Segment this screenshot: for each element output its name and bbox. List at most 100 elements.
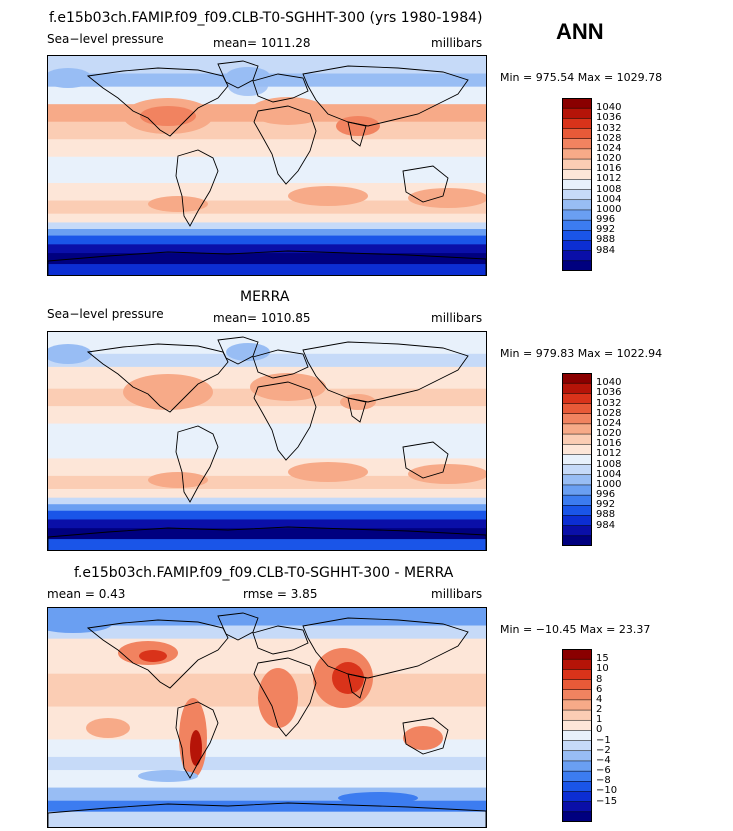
panel1-mean: mean= 1011.28 bbox=[213, 36, 311, 50]
panel2-map bbox=[47, 331, 487, 551]
colorbar-2-label: 1000 bbox=[596, 478, 622, 490]
colorbar-2-box-9 bbox=[561, 464, 593, 476]
panel2-variable: Sea−level pressure bbox=[47, 307, 164, 321]
colorbar-2-box-0 bbox=[561, 372, 593, 384]
colorbar-3-label: −4 bbox=[596, 754, 611, 766]
coastline bbox=[402, 717, 449, 755]
colorbar-3-label: 0 bbox=[596, 724, 603, 736]
panel3-map bbox=[47, 607, 487, 828]
colorbar-2-box-4 bbox=[561, 413, 593, 425]
colorbar-3-label: 1 bbox=[596, 714, 603, 726]
colorbar-2-box-5 bbox=[561, 423, 593, 435]
colorbar-2-label: 1032 bbox=[596, 397, 622, 409]
panel1-title: f.e15b03ch.FAMIP.f09_f09.CLB-T0-SGHHT-30… bbox=[49, 10, 483, 26]
colorbar-1-box-6 bbox=[561, 158, 593, 170]
coastline bbox=[86, 343, 229, 413]
colorbar-3-label: −6 bbox=[596, 765, 611, 777]
colorbar-1-label: 1016 bbox=[596, 163, 622, 175]
colorbar-2-box-10 bbox=[561, 474, 593, 486]
coastline bbox=[175, 425, 219, 503]
panel3-colorbar-labels: 15 10 8 6 4 2 1 0 −1 −2 −4 −6 −8 −10 −15 bbox=[596, 649, 636, 822]
colorbar-1-label: 1032 bbox=[596, 122, 622, 134]
colorbar-3-box-4 bbox=[561, 689, 593, 701]
colorbar-2-box-13 bbox=[561, 505, 593, 517]
colorbar-3-box-0 bbox=[561, 648, 593, 660]
colorbar-2-label: 1016 bbox=[596, 438, 622, 450]
colorbar-1-box-16 bbox=[561, 260, 593, 272]
coastline bbox=[402, 165, 449, 203]
colorbar-1-label: 1024 bbox=[596, 142, 622, 154]
coastline bbox=[302, 617, 469, 679]
colorbar-2-label: 1028 bbox=[596, 407, 622, 419]
colorbar-1-box-8 bbox=[561, 179, 593, 191]
coastline bbox=[217, 612, 259, 641]
colorbar-2-box-8 bbox=[561, 454, 593, 466]
panel1-colorbar bbox=[561, 97, 593, 272]
coastline bbox=[175, 149, 219, 227]
season-label: ANN bbox=[556, 19, 604, 44]
colorbar-2-box-7 bbox=[561, 443, 593, 455]
panel1-colorbar-labels: 1040 1036 1032 1028 1024 1020 1016 1012 1008 1004… bbox=[596, 98, 636, 271]
colorbar-1-box-12 bbox=[561, 219, 593, 231]
panel1-map bbox=[47, 55, 487, 276]
coastline bbox=[302, 341, 469, 403]
colorbar-3-box-5 bbox=[561, 699, 593, 711]
colorbar-2-box-1 bbox=[561, 382, 593, 394]
coastline bbox=[253, 381, 317, 461]
colorbar-2-box-14 bbox=[561, 515, 593, 527]
panel2-colorbar-labels: 1040 1036 1032 1028 1024 1020 1016 1012 1008 1004… bbox=[596, 373, 636, 546]
coastline bbox=[347, 397, 367, 423]
panel3-units: millibars bbox=[431, 587, 483, 601]
colorbar-1-label: 1040 bbox=[596, 102, 622, 114]
coastline bbox=[48, 526, 486, 550]
colorbar-2-box-12 bbox=[561, 494, 593, 506]
colorbar-3-box-12 bbox=[561, 770, 593, 782]
colorbar-3-label: −10 bbox=[596, 785, 618, 797]
panel2-mean: mean= 1010.85 bbox=[213, 311, 311, 325]
colorbar-1-box-0 bbox=[561, 97, 593, 109]
coastline bbox=[48, 802, 486, 827]
panel2-title: MERRA bbox=[240, 289, 290, 305]
panel3-rmse: rmse = 3.85 bbox=[243, 587, 318, 601]
colorbar-2-label: 1012 bbox=[596, 448, 622, 460]
coastline bbox=[253, 105, 317, 185]
colorbar-1-box-14 bbox=[561, 240, 593, 252]
colorbar-2-label: 1004 bbox=[596, 468, 622, 480]
colorbar-3-label: −2 bbox=[596, 744, 611, 756]
colorbar-1-label: 984 bbox=[596, 244, 616, 256]
colorbar-1-box-4 bbox=[561, 138, 593, 150]
colorbar-2-label: 996 bbox=[596, 489, 616, 501]
colorbar-3-box-15 bbox=[561, 801, 593, 813]
colorbar-3-label: 10 bbox=[596, 663, 609, 675]
colorbar-1-label: 1000 bbox=[596, 203, 622, 215]
colorbar-1-box-5 bbox=[561, 148, 593, 160]
panel1-units: millibars bbox=[431, 36, 483, 50]
colorbar-1-label: 1028 bbox=[596, 132, 622, 144]
colorbar-1-box-2 bbox=[561, 118, 593, 130]
colorbar-1-label: 1020 bbox=[596, 153, 622, 165]
coastline bbox=[86, 619, 229, 689]
coastline bbox=[347, 121, 367, 147]
colorbar-3-label: −8 bbox=[596, 775, 611, 787]
panel3-minmax: Min = −10.45 Max = 23.37 bbox=[500, 623, 651, 636]
panel3-mean: mean = 0.43 bbox=[47, 587, 126, 601]
colorbar-1-box-10 bbox=[561, 199, 593, 211]
colorbar-1-label: 1004 bbox=[596, 193, 622, 205]
panel3-title: f.e15b03ch.FAMIP.f09_f09.CLB-T0-SGHHT-30… bbox=[74, 565, 454, 581]
colorbar-3-box-13 bbox=[561, 781, 593, 793]
colorbar-3-box-9 bbox=[561, 740, 593, 752]
coastline bbox=[175, 701, 219, 779]
colorbar-1-label: 996 bbox=[596, 214, 616, 226]
coastline bbox=[252, 73, 309, 103]
colorbar-3-label: −1 bbox=[596, 734, 611, 746]
colorbar-3-box-7 bbox=[561, 719, 593, 731]
colorbar-3-box-10 bbox=[561, 750, 593, 762]
colorbar-3-box-16 bbox=[561, 811, 593, 823]
colorbar-3-box-6 bbox=[561, 709, 593, 721]
colorbar-2-box-16 bbox=[561, 535, 593, 547]
colorbar-1-label: 1036 bbox=[596, 112, 622, 124]
colorbar-2-label: 1020 bbox=[596, 428, 622, 440]
colorbar-1-box-9 bbox=[561, 189, 593, 201]
colorbar-1-box-7 bbox=[561, 168, 593, 180]
coastline bbox=[252, 349, 309, 379]
